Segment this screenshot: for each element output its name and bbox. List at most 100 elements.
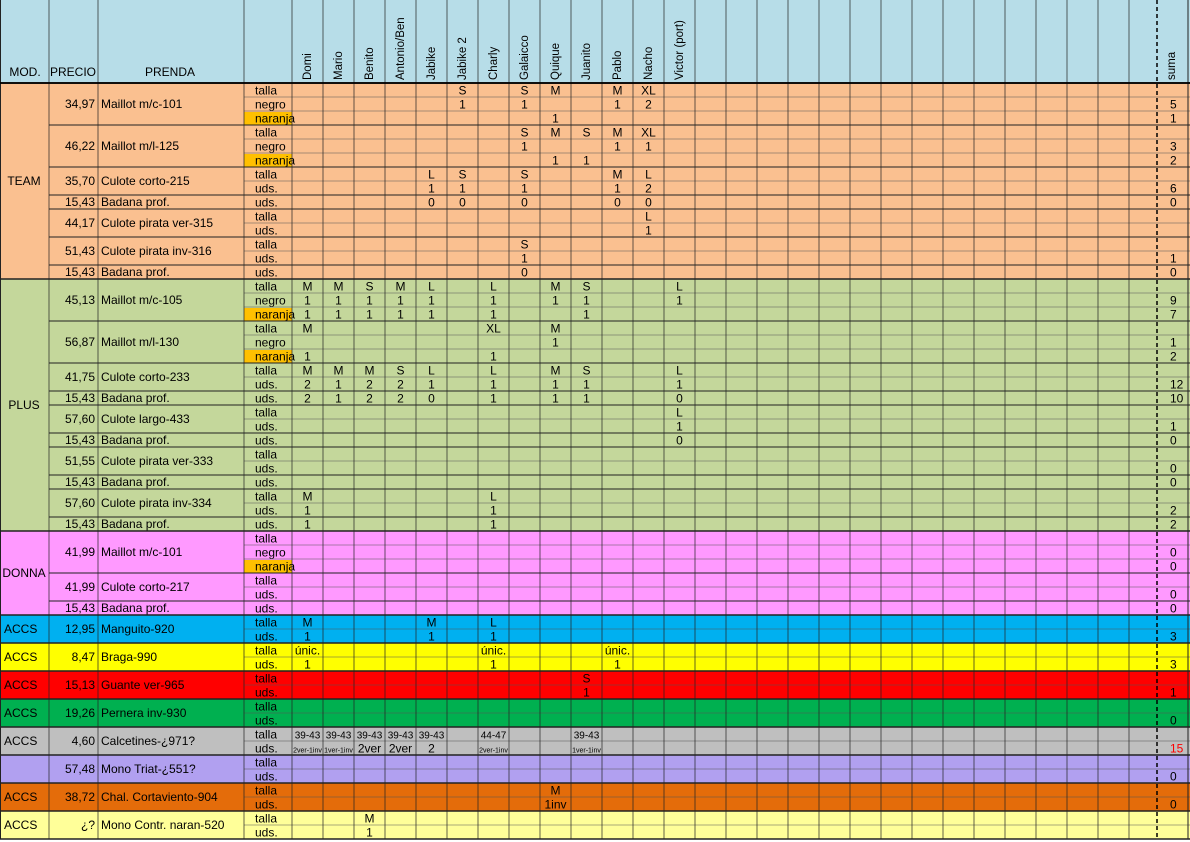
person-header-1: Mario [333,51,345,80]
cell-value: S [520,168,528,182]
header-band [0,0,1190,83]
cell-value: S [582,280,590,294]
person-header-2: Benito [364,47,376,80]
cell-value: 2ver [358,742,381,756]
cell-value: 0 [645,196,652,210]
cell-value: 1 [304,504,311,518]
row-sum: 12 [1170,378,1184,392]
cell-value: 1 [521,182,528,196]
item-price: ¿? [81,818,95,832]
row-label: talla [255,448,277,462]
row-label: talla [255,812,277,826]
cell-value: 1 [304,294,311,308]
item-name: Braga-990 [101,650,157,664]
row-sum: 0 [1170,434,1177,448]
cell-value: L [645,168,652,182]
row-sum: 3 [1170,630,1177,644]
cell-value: M [365,364,375,378]
cell-value: L [428,364,435,378]
item-price: 15,43 [65,195,95,209]
row-sum: 2 [1170,518,1177,532]
cell-value: 1 [304,630,311,644]
item-price: 15,43 [65,517,95,531]
row-label: talla [255,672,277,686]
cell-value: M [303,322,313,336]
item-name: Maillot m/l-130 [101,335,179,349]
row-sum: 1 [1170,252,1177,266]
cell-value: 1 [335,392,342,406]
cell-value: 1ver-1inv [324,748,353,755]
row-label: uds. [255,630,278,644]
row-sum: 1 [1170,336,1177,350]
cell-value: 2 [366,392,373,406]
row-label: uds. [255,462,278,476]
cell-value: 39-43 [295,731,321,742]
row-sum: 0 [1170,798,1177,812]
item-price: 15,43 [65,391,95,405]
cell-value: 1 [366,826,373,840]
row-sum: 1 [1170,112,1177,126]
cell-value: 2 [645,182,652,196]
row-sum: 2 [1170,350,1177,364]
cell-value: 1 [304,350,311,364]
cell-value: S [365,280,373,294]
item-price: 57,48 [65,762,95,776]
row-label: talla [255,784,277,798]
cell-value: S [458,168,466,182]
cell-value: 1 [676,294,683,308]
section-mod-label: ACCS [4,678,37,692]
item-name: Badana prof. [101,433,170,447]
cell-value: 1inv [544,798,566,812]
item-name: Culote pirata ver-333 [101,454,213,468]
cell-value: 39-43 [326,731,352,742]
section-mod-label: ACCS [4,790,37,804]
cell-value: 1 [552,392,559,406]
person-header-8: Quique [550,43,562,80]
cell-value: 2 [397,392,404,406]
item-name: Culote corto-217 [101,580,190,594]
row-sum: 2 [1170,504,1177,518]
naranja-highlight [244,154,292,167]
cell-value: 2ver [389,742,412,756]
row-sum: 9 [1170,294,1177,308]
cell-value: 0 [676,392,683,406]
cell-value: 1 [428,182,435,196]
cell-value: S [396,364,404,378]
cell-value: S [582,672,590,686]
cell-value: M [303,490,313,504]
row-sum: 0 [1170,196,1177,210]
row-sum: 1 [1170,686,1177,700]
cell-value: 1 [614,658,621,672]
cell-value: 1 [583,308,590,322]
item-price: 57,60 [65,496,95,510]
cell-value: L [490,280,497,294]
row-sum: 0 [1170,560,1177,574]
cell-value: 1 [335,378,342,392]
cell-value: 1 [552,112,559,126]
cell-value: 2 [645,98,652,112]
cell-value: 1 [645,140,652,154]
cell-value: 39-43 [574,731,600,742]
item-price: 15,13 [65,678,95,692]
person-header-6: Charly [488,47,500,80]
cell-value: M [613,84,623,98]
cell-value: 1 [490,294,497,308]
cell-value: M [551,280,561,294]
row-sum: 0 [1170,770,1177,784]
section-mod-label: ACCS [4,650,37,664]
naranja-highlight [244,350,292,363]
cell-value: L [645,210,652,224]
item-price: 15,43 [65,433,95,447]
cell-value: M [551,84,561,98]
cell-value: L [490,364,497,378]
row-label: uds. [255,658,278,672]
item-name: Maillot m/c-101 [101,545,183,559]
row-label: negro [255,98,286,112]
person-header-4: Jabike [426,47,438,80]
item-name: Culote corto-215 [101,174,190,188]
row-label: negro [255,140,286,154]
cell-value: L [490,616,497,630]
item-name: Maillot m/l-125 [101,139,179,153]
item-name: Guante ver-965 [101,678,185,692]
